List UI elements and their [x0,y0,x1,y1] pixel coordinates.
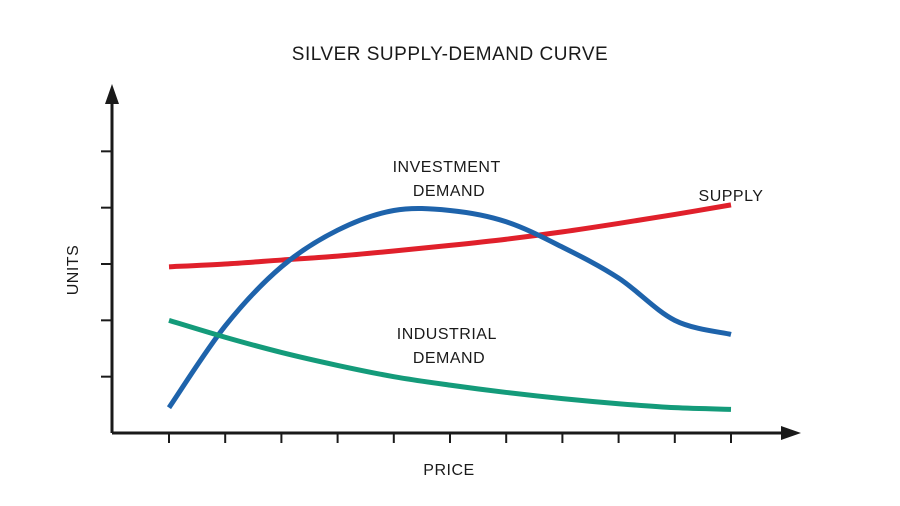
series-label-investment-demand-line-1: INVESTMENT [393,159,501,176]
y-axis-arrow [105,84,119,104]
ticks [101,150,732,443]
x-axis-label: PRICE [423,462,474,479]
industrial-demand-curve [168,317,732,412]
series-label-industrial-demand-line-2: DEMAND [413,350,485,367]
series-label-supply: SUPPLY [699,188,764,205]
chart-title: SILVER SUPPLY-DEMAND CURVE [292,44,608,65]
investment-demand-curve [166,206,732,410]
series-label-investment-demand-line-2: DEMAND [413,183,485,200]
series-label-industrial-demand-line-1: INDUSTRIAL [397,326,497,343]
series-label-investment-demand: INVESTMENT DEMAND [393,159,506,200]
y-axis-label: UNITS [65,245,82,296]
x-axis-arrow [781,426,801,440]
series-label-industrial-demand: INDUSTRIAL DEMAND [397,326,501,367]
curves [166,202,732,412]
supply-curve [168,202,732,270]
series-label-supply-line-1: SUPPLY [699,188,764,205]
